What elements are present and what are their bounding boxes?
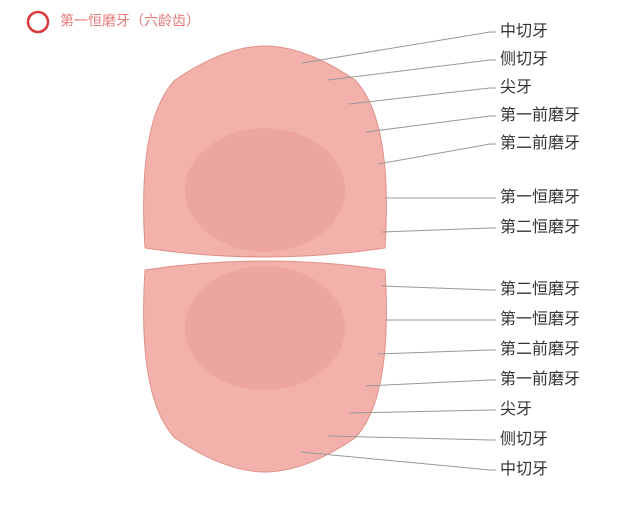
lower-label-3: 第一前磨牙 [500,370,580,388]
upper-label-1: 侧切牙 [500,50,548,68]
upper-label-0: 中切牙 [500,22,548,40]
lower-leader-0 [382,286,496,290]
upper-label-6: 第二恒磨牙 [500,218,580,236]
upper-leader-4 [378,144,496,164]
legend-text: 第一恒磨牙（六龄齿） [60,13,200,29]
lower-label-5: 侧切牙 [500,430,548,448]
lower-leader-6 [301,452,496,470]
upper-label-2: 尖牙 [500,78,532,96]
lower-label-1: 第一恒磨牙 [500,310,580,328]
upper-label-3: 第一前磨牙 [500,106,580,124]
upper-label-5: 第一恒磨牙 [500,188,580,206]
lower-label-4: 尖牙 [500,400,532,418]
lower-label-2: 第二前磨牙 [500,340,580,358]
upper-leader-2 [349,88,496,104]
upper-leader-1 [328,60,496,80]
dental-diagram: 上牙列下牙列中切牙侧切牙尖牙第一前磨牙第二前磨牙第一恒磨牙第二恒磨牙第二恒磨牙第… [0,0,640,519]
lower-label-0: 第二恒磨牙 [500,280,580,298]
lower-label-6: 中切牙 [500,460,548,478]
upper-label-4: 第二前磨牙 [500,134,580,152]
lower-leader-3 [366,380,496,386]
lower-leader-2 [378,350,496,354]
upper-leader-0 [302,32,496,63]
upper-leader-6 [382,228,496,232]
upper-leader-3 [366,116,496,132]
legend-circle-icon [28,12,48,32]
